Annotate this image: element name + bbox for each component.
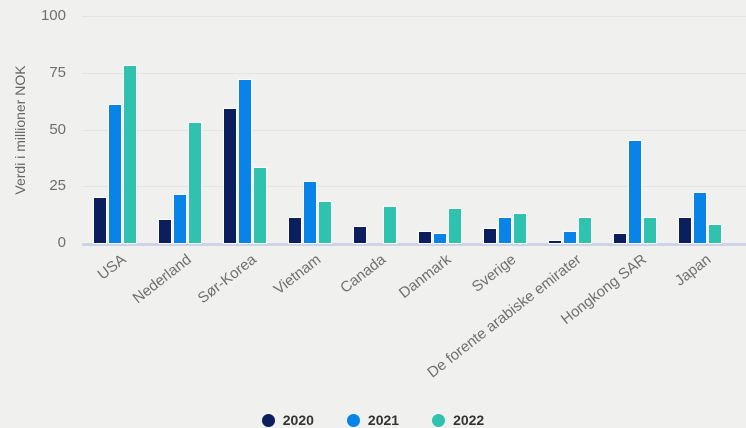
legend: 2020 2021 2022: [0, 412, 746, 428]
gridline-100: [82, 16, 746, 17]
x-axis-label-Sør-Korea: Sør-Korea: [194, 251, 260, 307]
bar-2022-Danmark[interactable]: [449, 208, 461, 243]
x-axis-label-Nederland: Nederland: [129, 251, 195, 308]
bar-group-Nederland: [159, 122, 201, 243]
legend-item-2022[interactable]: 2022: [432, 412, 484, 428]
bar-2021-Danmark[interactable]: [434, 233, 446, 243]
x-axis-line: [82, 243, 746, 246]
x-axis-label-Japan: Japan: [671, 251, 715, 290]
bar-2020-Canada[interactable]: [354, 227, 366, 243]
bar-2020-USA[interactable]: [94, 197, 106, 243]
y-tick-label-50: 50: [49, 120, 66, 138]
x-axis-label-USA: USA: [94, 251, 130, 284]
x-axis-label-Canada: Canada: [337, 251, 390, 297]
bar-2021-Japan[interactable]: [694, 193, 706, 243]
bar-2020-Hongkong SAR[interactable]: [614, 233, 626, 243]
bar-group-Danmark: [419, 208, 461, 243]
bar-2020-Japan[interactable]: [679, 218, 691, 243]
bar-2020-Danmark[interactable]: [419, 231, 431, 243]
y-tick-label-100: 100: [40, 7, 66, 24]
bar-group-Canada: [354, 206, 396, 243]
bar-group-Japan: [679, 193, 721, 243]
gridline-50: [82, 129, 746, 131]
gridline-75: [82, 72, 746, 74]
bar-group-USA: [94, 65, 136, 243]
bar-2020-De forente arabiske emirater[interactable]: [549, 240, 561, 243]
legend-label-2021: 2021: [367, 412, 400, 428]
legend-label-2022: 2022: [453, 412, 485, 428]
bar-group-De forente arabiske emirater: [549, 218, 591, 243]
bar-2022-Hongkong SAR[interactable]: [644, 218, 656, 243]
legend-dot-2020: [261, 413, 275, 427]
bar-2020-Sør-Korea[interactable]: [224, 109, 236, 243]
bar-group-Sverige: [484, 213, 526, 243]
x-axis-label-Danmark: Danmark: [396, 251, 455, 302]
bar-group-Vietnam: [289, 181, 331, 243]
bar-2022-Vietnam[interactable]: [319, 202, 331, 243]
bar-2022-Canada[interactable]: [384, 206, 396, 243]
bar-2020-Vietnam[interactable]: [289, 218, 301, 243]
gridline-25: [82, 186, 746, 188]
bar-2021-Vietnam[interactable]: [304, 181, 316, 243]
bar-2021-Sverige[interactable]: [499, 218, 511, 243]
bar-2022-Japan[interactable]: [709, 224, 721, 243]
bar-2021-Nederland[interactable]: [174, 195, 186, 243]
bar-2020-Sverige[interactable]: [484, 229, 496, 243]
bar-2022-Sør-Korea[interactable]: [254, 168, 266, 243]
bar-2022-Nederland[interactable]: [189, 122, 201, 243]
bar-2022-De forente arabiske emirater[interactable]: [579, 218, 591, 243]
bar-2021-De forente arabiske emirater[interactable]: [564, 231, 576, 243]
bar-chart: Verdi i millioner NOK 0 25 50 75 100 USA Neder…: [12, 7, 746, 428]
bar-2022-USA[interactable]: [124, 65, 136, 243]
x-axis-label-Sverige: Sverige: [468, 251, 520, 296]
legend-item-2020[interactable]: 2020: [261, 412, 314, 428]
y-tick-label-25: 25: [49, 177, 66, 195]
bar-group-Hongkong SAR: [614, 140, 656, 243]
bar-2021-USA[interactable]: [109, 104, 121, 243]
bar-2021-Sør-Korea[interactable]: [239, 79, 251, 243]
legend-label-2020: 2020: [282, 412, 314, 428]
bar-group-Sør-Korea: [224, 79, 266, 243]
bar-2021-Hongkong SAR[interactable]: [629, 140, 641, 243]
y-tick-label-75: 75: [49, 63, 66, 81]
legend-dot-2021: [346, 413, 360, 427]
legend-dot-2022: [432, 413, 446, 427]
y-tick-label-0: 0: [57, 234, 66, 251]
x-axis-label-Vietnam: Vietnam: [270, 251, 325, 299]
bar-2022-Sverige[interactable]: [514, 213, 526, 243]
bar-2020-Nederland[interactable]: [159, 220, 171, 243]
legend-item-2021[interactable]: 2021: [346, 412, 400, 428]
